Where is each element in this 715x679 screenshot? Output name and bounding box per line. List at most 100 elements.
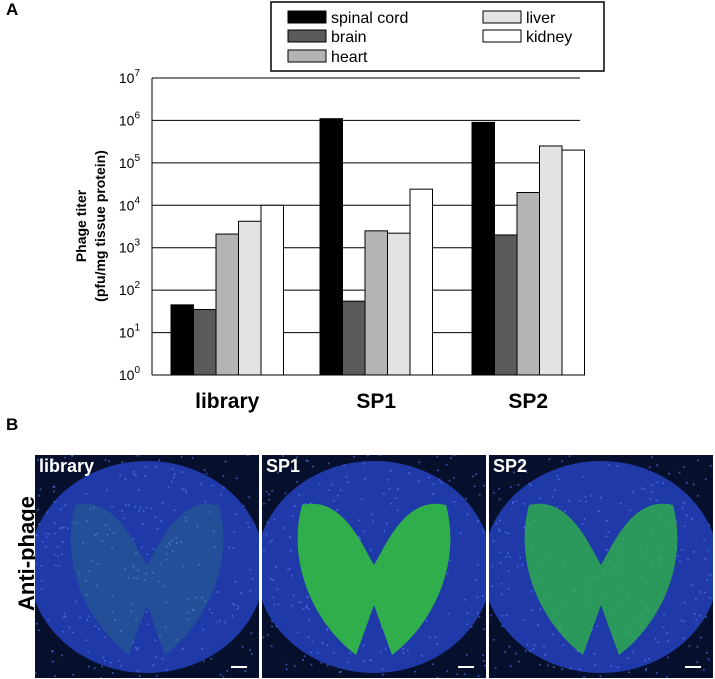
nucleus-speckle xyxy=(186,598,189,601)
nucleus-speckle xyxy=(166,545,168,548)
nucleus-speckle xyxy=(578,668,581,671)
nucleus-speckle xyxy=(683,620,686,623)
nucleus-speckle xyxy=(682,466,685,469)
nucleus-speckle xyxy=(158,580,161,583)
nucleus-speckle xyxy=(358,519,360,522)
nucleus-speckle xyxy=(271,596,274,599)
nucleus-speckle xyxy=(145,506,148,509)
nucleus-speckle xyxy=(271,620,273,623)
nucleus-speckle xyxy=(142,522,145,525)
nucleus-speckle xyxy=(87,651,90,654)
nucleus-speckle xyxy=(64,456,66,459)
nucleus-speckle xyxy=(53,522,56,525)
nucleus-speckle xyxy=(250,653,253,656)
nucleus-speckle xyxy=(124,567,127,570)
nucleus-speckle xyxy=(703,539,706,542)
nucleus-speckle xyxy=(651,484,654,486)
nucleus-speckle xyxy=(130,603,133,606)
nucleus-speckle xyxy=(136,669,139,672)
nucleus-speckle xyxy=(696,661,699,664)
nucleus-speckle xyxy=(590,494,593,497)
nucleus-speckle xyxy=(100,676,102,678)
nucleus-speckle xyxy=(84,580,87,583)
nucleus-speckle xyxy=(298,601,300,603)
bar-liver-sp2 xyxy=(539,145,563,376)
nucleus-speckle xyxy=(707,658,710,661)
nucleus-speckle xyxy=(142,509,145,512)
nucleus-speckle xyxy=(459,532,462,534)
nucleus-speckle xyxy=(402,647,405,650)
nucleus-speckle xyxy=(137,488,140,491)
nucleus-speckle xyxy=(75,521,78,524)
nucleus-speckle xyxy=(436,676,439,678)
nucleus-speckle xyxy=(203,468,206,471)
nucleus-speckle xyxy=(607,463,610,466)
nucleus-speckle xyxy=(453,455,456,457)
nucleus-speckle xyxy=(82,541,85,544)
nucleus-speckle xyxy=(552,666,555,669)
nucleus-speckle xyxy=(154,516,157,519)
nucleus-speckle xyxy=(649,498,652,500)
nucleus-speckle xyxy=(121,461,124,464)
nucleus-speckle xyxy=(59,508,62,511)
nucleus-speckle xyxy=(662,626,665,629)
nucleus-speckle xyxy=(470,625,473,628)
nucleus-speckle xyxy=(161,657,164,660)
nucleus-speckle xyxy=(297,631,299,634)
y-tick-label-5: 105 xyxy=(119,153,141,171)
nucleus-speckle xyxy=(119,630,122,633)
nucleus-speckle xyxy=(477,519,479,522)
nucleus-speckle xyxy=(271,625,274,628)
nucleus-speckle xyxy=(62,616,65,619)
nucleus-speckle xyxy=(599,496,602,499)
nucleus-speckle xyxy=(568,455,571,458)
nucleus-speckle xyxy=(681,506,684,509)
nucleus-speckle xyxy=(500,582,503,585)
nucleus-speckle xyxy=(466,513,469,516)
nucleus-speckle xyxy=(249,649,252,651)
nucleus-speckle xyxy=(551,496,554,499)
nucleus-speckle xyxy=(154,656,157,659)
nucleus-speckle xyxy=(167,486,170,488)
nucleus-speckle xyxy=(143,579,146,582)
nucleus-speckle xyxy=(676,555,679,558)
nucleus-speckle xyxy=(537,623,539,626)
nucleus-speckle xyxy=(104,636,106,639)
nucleus-speckle xyxy=(584,495,587,498)
bar-heart-sp2 xyxy=(516,192,540,376)
nucleus-speckle xyxy=(346,661,349,664)
nucleus-speckle xyxy=(332,651,335,654)
nucleus-speckle xyxy=(544,654,546,656)
nucleus-speckle xyxy=(63,612,66,615)
nucleus-speckle xyxy=(680,548,683,551)
nucleus-speckle xyxy=(561,460,564,463)
nucleus-speckle xyxy=(507,587,510,590)
nucleus-speckle xyxy=(643,488,646,491)
nucleus-speckle xyxy=(335,508,338,511)
nucleus-speckle xyxy=(35,672,37,675)
nucleus-speckle xyxy=(56,546,59,548)
nucleus-speckle xyxy=(152,664,155,667)
nucleus-speckle xyxy=(662,482,665,485)
nucleus-speckle xyxy=(506,460,509,463)
nucleus-speckle xyxy=(495,522,498,525)
nucleus-speckle xyxy=(168,542,171,545)
nucleus-speckle xyxy=(482,484,485,487)
nucleus-speckle xyxy=(708,523,710,526)
nucleus-speckle xyxy=(161,502,164,504)
nucleus-speckle xyxy=(561,668,564,671)
nucleus-speckle xyxy=(397,488,399,490)
nucleus-speckle xyxy=(583,676,586,678)
nucleus-speckle xyxy=(682,637,685,640)
nucleus-speckle xyxy=(683,502,686,505)
nucleus-speckle xyxy=(431,663,434,666)
nucleus-speckle xyxy=(307,636,310,639)
nucleus-speckle xyxy=(120,509,123,512)
nucleus-speckle xyxy=(369,548,372,551)
nucleus-speckle xyxy=(132,473,135,476)
nucleus-speckle xyxy=(159,635,162,638)
nucleus-speckle xyxy=(692,483,695,486)
nucleus-speckle xyxy=(132,470,135,473)
nucleus-speckle xyxy=(228,546,231,549)
nucleus-speckle xyxy=(66,527,69,530)
